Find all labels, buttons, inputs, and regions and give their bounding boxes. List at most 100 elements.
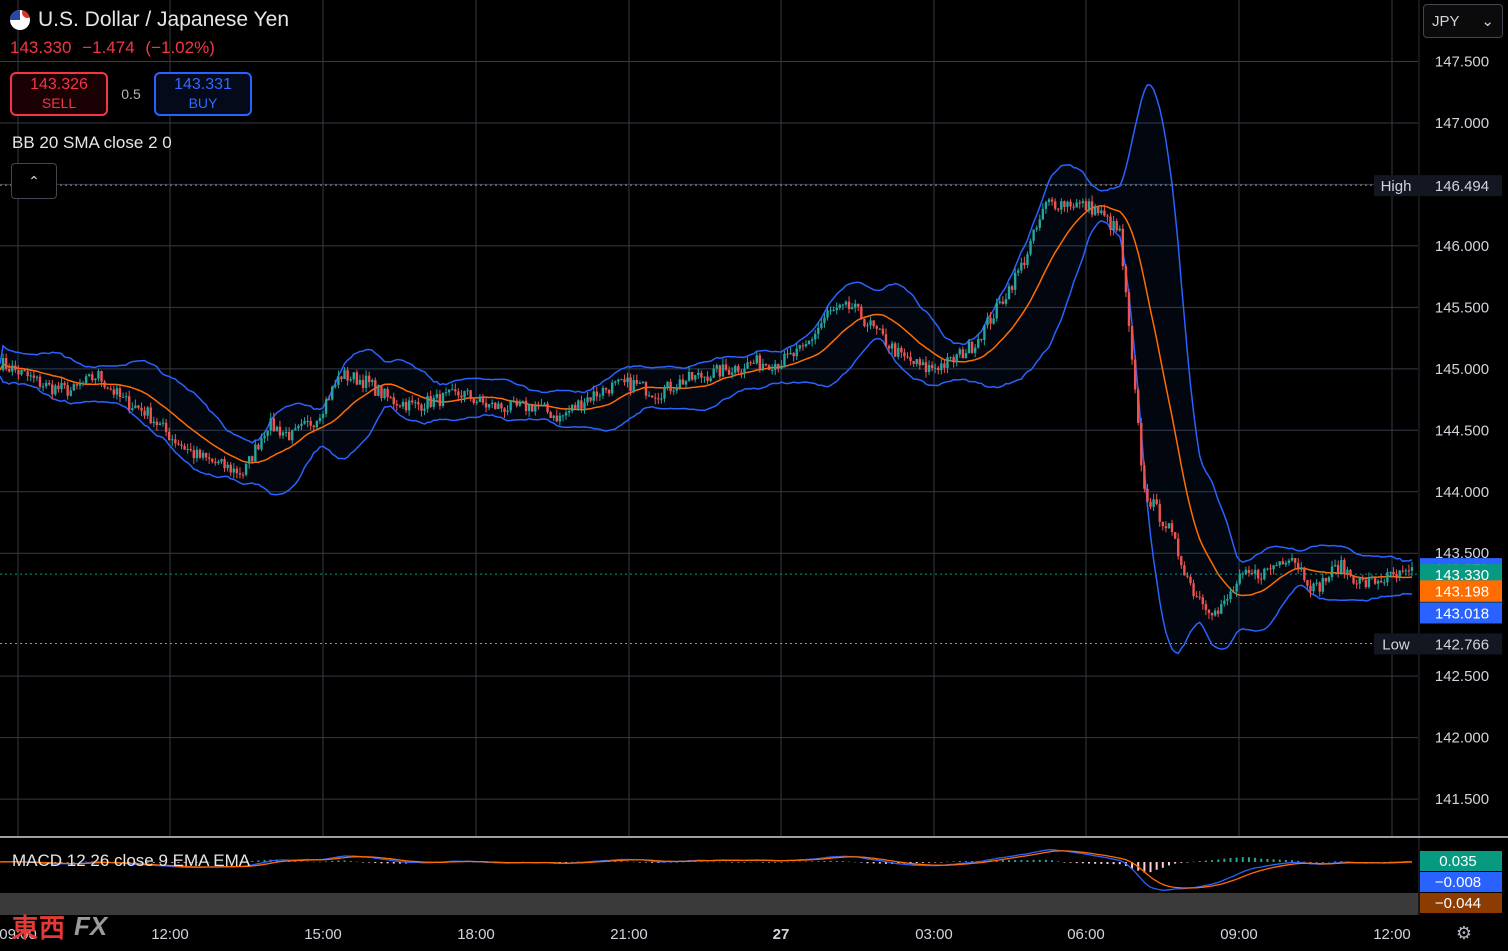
candle-body	[570, 404, 574, 411]
candle-body	[220, 459, 223, 462]
candle-body	[1001, 301, 1005, 304]
macd-hist-bar	[1223, 858, 1226, 862]
candle-body	[404, 402, 408, 411]
candle-body	[521, 400, 525, 402]
buy-label: BUY	[188, 95, 218, 111]
macd-hist-bar	[1327, 861, 1330, 863]
candle-body	[755, 355, 758, 364]
candle-body	[1152, 499, 1155, 507]
candle-body	[1373, 577, 1377, 584]
candle-body	[103, 381, 106, 388]
candle-body	[1106, 215, 1109, 217]
candle-body	[789, 352, 792, 355]
price-tick-label: 144.000	[1435, 484, 1489, 501]
candle-body	[1069, 201, 1072, 207]
candle-body	[223, 459, 226, 469]
candle-body	[367, 375, 371, 383]
macd-hist-bar	[1075, 862, 1078, 864]
bb-indicator-label[interactable]: BB 20 SMA close 2 0	[12, 133, 172, 152]
macd-hist-bar	[318, 861, 321, 863]
candle-body	[204, 452, 208, 458]
candle-body	[503, 408, 506, 412]
candle-body	[1364, 579, 1368, 588]
candle-body	[1075, 202, 1078, 208]
candle-body	[780, 365, 783, 369]
candle-body	[1112, 221, 1115, 230]
candle-body	[644, 381, 648, 396]
candle-body	[361, 379, 365, 388]
candle-body	[721, 364, 725, 377]
macd-hist-bar	[1014, 860, 1017, 862]
candle-body	[447, 389, 451, 393]
macd-indicator-label[interactable]: MACD 12 26 close 9 EMA EMA	[12, 851, 251, 870]
macd-hist-bar	[1167, 862, 1170, 866]
macd-hist-bar	[1044, 859, 1047, 862]
candle-body	[697, 372, 700, 376]
candle-body	[352, 372, 355, 380]
macd-hist-bar	[337, 860, 340, 862]
sell-button[interactable]: 143.326 SELL	[10, 72, 108, 116]
candle-body	[1389, 571, 1392, 573]
settings-gear-icon[interactable]: ⚙	[1455, 923, 1473, 943]
buy-button[interactable]: 143.331 BUY	[154, 72, 252, 116]
candle-body	[331, 386, 334, 400]
macd-pane	[0, 849, 1413, 891]
candle-body	[315, 421, 319, 428]
collapse-button[interactable]: ⌃	[11, 163, 57, 199]
candle-body	[380, 385, 383, 399]
candle-body	[1269, 568, 1272, 570]
macd-hist-bar	[1143, 862, 1146, 873]
candle-body	[795, 348, 798, 357]
candle-body	[75, 384, 79, 386]
macd-underlay	[0, 893, 1418, 915]
macd-hist-bar	[620, 861, 623, 862]
candle-body	[1392, 571, 1395, 575]
candle-body	[460, 395, 463, 398]
price-tag	[1420, 580, 1502, 602]
macd-hist-bar	[964, 861, 967, 862]
candle-body	[592, 391, 595, 401]
candle-body	[201, 452, 205, 458]
macd-hist-bar	[275, 859, 278, 862]
macd-hist-bar	[1155, 862, 1158, 870]
macd-signal-line	[0, 850, 1413, 889]
macd-hist-bar	[1284, 860, 1287, 862]
candle-body	[1063, 201, 1066, 207]
macd-hist-bar	[638, 862, 641, 863]
candle-body	[654, 397, 657, 399]
candle-body	[1244, 569, 1248, 574]
macd-hist-bar	[1309, 862, 1312, 863]
candle-body	[1355, 583, 1358, 585]
candle-body	[29, 375, 32, 377]
macd-hist-bar	[928, 862, 931, 863]
sell-label: SELL	[41, 95, 77, 111]
macd-hist-bar	[349, 861, 352, 862]
price-change: −1.474	[82, 38, 135, 57]
candle-body	[1343, 559, 1346, 574]
candle-body	[121, 396, 125, 398]
quote-line: 143.330 −1.474 (−1.02%)	[10, 38, 289, 58]
candle-body	[1250, 572, 1254, 574]
candle-body	[1130, 326, 1134, 360]
candle-body	[1, 358, 5, 371]
candle-body	[669, 381, 672, 392]
candle-body	[81, 383, 85, 385]
currency-select[interactable]: JPY ⌄	[1423, 4, 1503, 38]
candle-body	[1044, 202, 1048, 209]
candle-body	[38, 376, 42, 387]
candle-body	[26, 371, 29, 377]
macd-hist-bar	[712, 861, 715, 863]
time-tick-label: 27	[773, 926, 790, 943]
candle-body	[1278, 561, 1281, 566]
candle-body	[977, 339, 980, 348]
candle-body	[826, 310, 829, 318]
candle-body	[1183, 565, 1186, 576]
candle-body	[946, 357, 949, 368]
candle-body	[491, 402, 494, 405]
candle-body	[1272, 565, 1275, 570]
candle-body	[1229, 591, 1232, 600]
macd-hist-bar	[331, 860, 334, 862]
candle-body	[1370, 577, 1374, 579]
macd-hist-bar	[1001, 860, 1004, 862]
